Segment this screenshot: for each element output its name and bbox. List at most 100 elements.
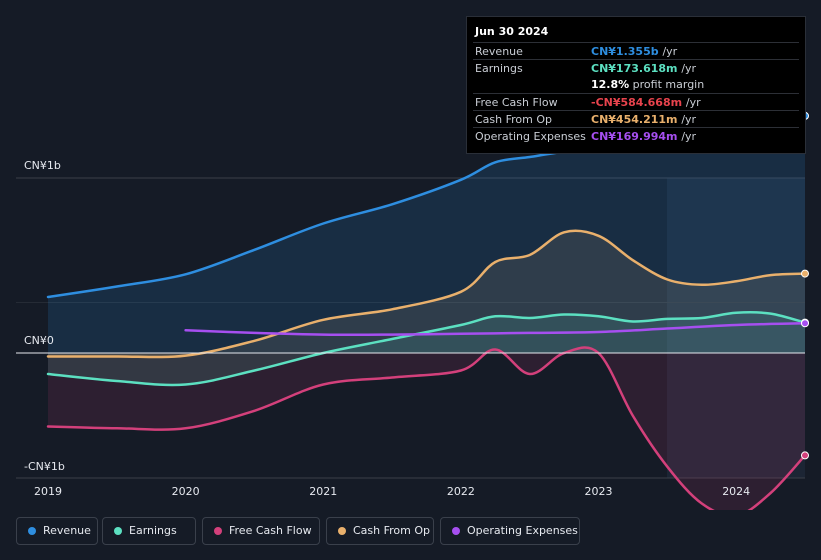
cash-from-op-point (322, 318, 325, 321)
operating-expenses-line (184, 322, 807, 337)
tooltip-profit-margin: 12.8% profit margin (591, 78, 705, 91)
cash-from-op-point (700, 283, 703, 286)
cash-from-op-point (47, 355, 50, 358)
cash-from-op-end-marker (801, 269, 809, 278)
x-tick-label: 2024 (722, 485, 750, 498)
revenue-point (494, 161, 497, 164)
cash-from-op-point (459, 290, 462, 293)
legend-item-cash-from-op[interactable]: Cash From Op (326, 517, 434, 545)
tooltip-date: Jun 30 2024 (475, 25, 549, 38)
operating-expenses-point (391, 333, 394, 336)
earnings-point (459, 324, 462, 327)
legend-label: Earnings (129, 524, 177, 537)
x-tick-label: 2019 (34, 485, 62, 498)
y-tick-label: CN¥0 (24, 334, 54, 347)
earnings-line (46, 311, 807, 387)
free-cash-flow-point (47, 425, 50, 428)
tooltip-label: Cash From Op (475, 113, 553, 126)
tooltip-label: Operating Expenses (475, 130, 586, 143)
free-cash-flow-point (391, 376, 394, 379)
x-tick-label: 2021 (309, 485, 337, 498)
tooltip-panel: Jun 30 2024 Revenue CN¥1.355b /yr Earnin… (466, 16, 806, 154)
earnings-point (597, 315, 600, 318)
tooltip-value: CN¥169.994m /yr (591, 130, 697, 143)
tooltip-label: Free Cash Flow (475, 96, 558, 109)
legend-item-free-cash-flow[interactable]: Free Cash Flow (202, 517, 320, 545)
earnings-point (494, 315, 497, 318)
cash-from-op-point (184, 354, 187, 357)
cash-from-op-dot-icon (338, 527, 346, 535)
tooltip-value: CN¥173.618m /yr (591, 62, 697, 75)
earnings-point (700, 317, 703, 320)
operating-expenses-dot-icon (452, 527, 460, 535)
earnings-point (632, 320, 635, 323)
operating-expenses-point (597, 331, 600, 334)
chart-svg: CN¥1b CN¥0 -CN¥1b 2019 2020 2021 2022 2023 2024 (16, 111, 809, 510)
earnings-point (391, 338, 394, 341)
legend-label: Cash From Op (353, 524, 431, 537)
tooltip-label: Revenue (475, 45, 523, 58)
cash-from-op-point (563, 231, 566, 234)
x-tick-label: 2020 (172, 485, 200, 498)
legend-item-operating-expenses[interactable]: Operating Expenses (440, 517, 580, 545)
free-cash-flow-point (253, 409, 256, 412)
earnings-point (666, 317, 669, 320)
earnings-point (735, 311, 738, 314)
cash-from-op-area (48, 230, 805, 358)
earnings-point (253, 369, 256, 372)
cash-from-op-point (528, 254, 531, 257)
cash-from-op-line (46, 229, 807, 359)
free-cash-flow-point (528, 373, 531, 376)
cash-from-op-point (735, 280, 738, 283)
tooltip-row-earnings: Earnings CN¥173.618m /yr (473, 59, 799, 77)
revenue-point (47, 296, 50, 299)
revenue-point (528, 156, 531, 159)
revenue-area (48, 115, 805, 354)
free-cash-flow-end-marker (801, 451, 809, 460)
free-cash-flow-area (48, 347, 805, 510)
operating-expenses-point (253, 331, 256, 334)
free-cash-flow-point (632, 415, 635, 418)
free-cash-flow-point (184, 427, 187, 430)
revenue-point (391, 203, 394, 206)
operating-expenses-point (184, 329, 187, 332)
cash-from-op-point (494, 261, 497, 264)
revenue-point (322, 222, 325, 225)
cash-from-op-point (597, 234, 600, 237)
tooltip-label: Earnings (475, 62, 523, 75)
x-tick-label: 2022 (447, 485, 475, 498)
tooltip-value: CN¥454.211m /yr (591, 113, 697, 126)
free-cash-flow-point (666, 465, 669, 468)
operating-expenses-point (459, 332, 462, 335)
free-cash-flow-dot-icon (214, 527, 222, 535)
earnings-point (528, 317, 531, 320)
revenue-point (459, 178, 462, 181)
tooltip-row-revenue: Revenue CN¥1.355b /yr (473, 42, 799, 60)
free-cash-flow-point (459, 369, 462, 372)
operating-expenses-point (735, 324, 738, 327)
operating-expenses-point (666, 327, 669, 330)
x-tick-label: 2023 (585, 485, 613, 498)
cash-from-op-point (391, 308, 394, 311)
free-cash-flow-point (494, 348, 497, 351)
y-tick-label: -CN¥1b (24, 460, 65, 473)
earnings-point (769, 312, 772, 315)
earnings-point (563, 313, 566, 316)
cash-from-op-point (666, 278, 669, 281)
operating-expenses-point (528, 331, 531, 334)
legend-item-revenue[interactable]: Revenue (16, 517, 98, 545)
earnings-point (47, 373, 50, 376)
tooltip-row-operating-expenses: Operating Expenses CN¥169.994m /yr (473, 127, 799, 145)
earnings-point (115, 380, 118, 383)
earnings-dot-icon (114, 527, 122, 535)
legend-item-earnings[interactable]: Earnings (102, 517, 196, 545)
free-cash-flow-point (700, 502, 703, 505)
legend-label: Revenue (43, 524, 91, 537)
cash-from-op-point (769, 274, 772, 277)
cash-from-op-point (632, 259, 635, 262)
free-cash-flow-line (46, 346, 807, 510)
earnings-point (184, 383, 187, 386)
legend-label: Operating Expenses (467, 524, 578, 537)
y-tick-label: CN¥1b (24, 159, 61, 172)
